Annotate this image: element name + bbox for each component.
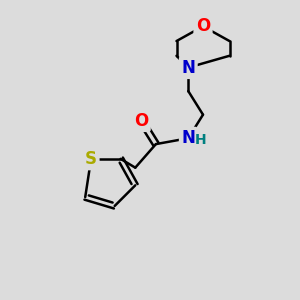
- Text: N: N: [181, 58, 195, 76]
- Text: O: O: [134, 112, 148, 130]
- Text: S: S: [85, 150, 97, 168]
- Text: O: O: [196, 17, 210, 35]
- Text: N: N: [181, 129, 195, 147]
- Text: H: H: [195, 133, 206, 147]
